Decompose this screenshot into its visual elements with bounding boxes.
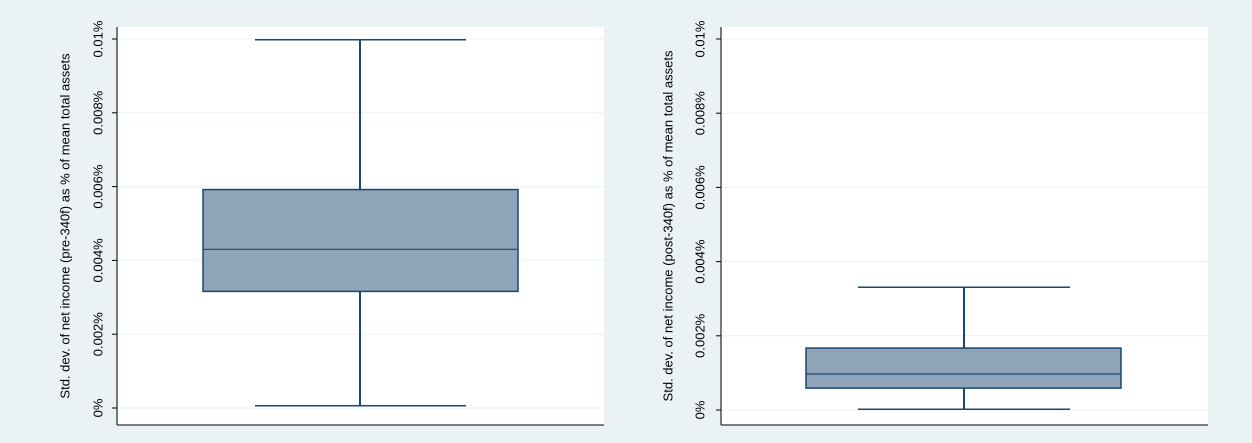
y-tick-label: 0.002% (693, 313, 708, 358)
y-tick-label: 0.002% (91, 312, 106, 357)
y-tick-label: 0.006% (91, 164, 106, 209)
y-tick-label: 0.008% (91, 90, 106, 135)
boxplot (202, 38, 519, 407)
y-tick-label: 0% (693, 400, 708, 419)
y-tick-label: 0.01% (693, 20, 708, 57)
interquartile-box (202, 188, 519, 293)
y-tick-label: 0.01% (91, 20, 106, 57)
interquartile-box (805, 347, 1122, 389)
y-tick-label: 0.004% (693, 239, 708, 284)
y-axis-label: Std. dev. of net income (post-340f) as %… (661, 50, 676, 401)
y-tick-label: 0.004% (91, 238, 106, 283)
right-boxplot-panel: 0% 0.002% 0.004% 0.006% 0.008% 0.01% Std. dev… (661, 20, 1208, 426)
left-boxplot-panel: 0% 0.002% 0.004% 0.006% 0.008% 0.01% Std. dev… (58, 20, 604, 426)
y-tick-label: 0.008% (693, 91, 708, 136)
gridlines (722, 38, 1208, 411)
boxplot (805, 286, 1122, 411)
y-axis-ticks: 0% 0.002% 0.004% 0.006% 0.008% 0.01% (91, 20, 117, 417)
y-axis-ticks: 0% 0.002% 0.004% 0.006% 0.008% 0.01% (693, 20, 721, 419)
y-axis-label: Std. dev. of net income (pre-340f) as % … (58, 53, 73, 399)
y-tick-label: 0.006% (693, 165, 708, 210)
y-tick-label: 0% (91, 398, 106, 417)
